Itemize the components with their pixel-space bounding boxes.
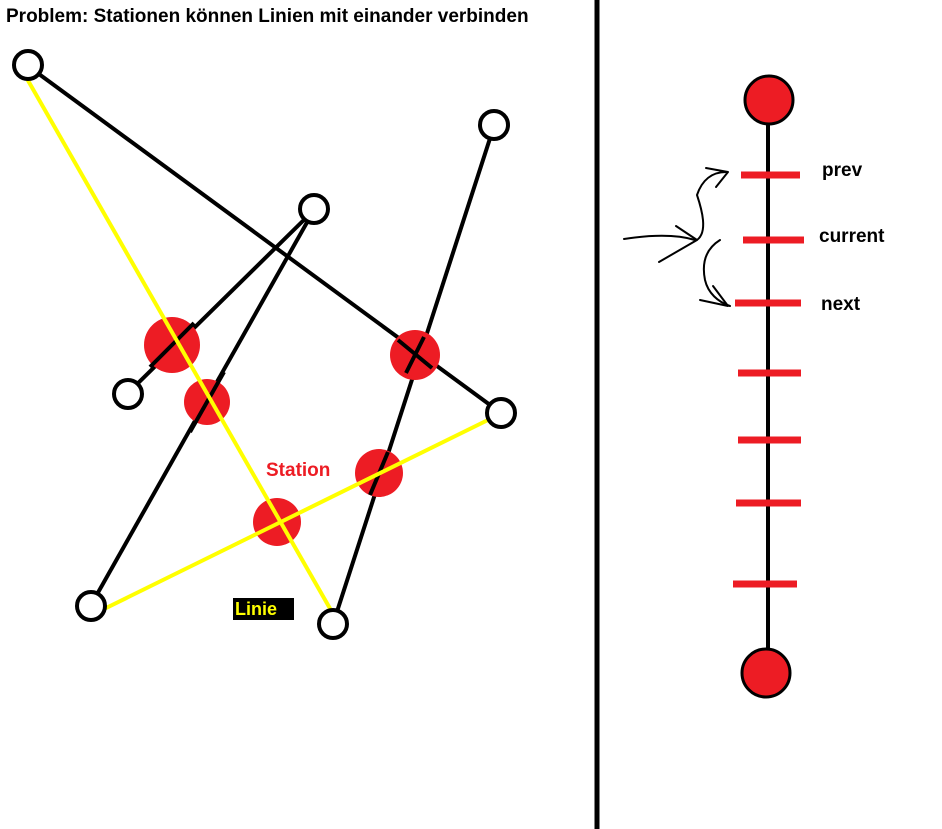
crossing-stroke [188, 371, 226, 433]
station-label: Station [266, 460, 331, 481]
endpoint-circle [75, 590, 107, 622]
current-label: current [819, 226, 885, 247]
endpoint-circle [12, 49, 44, 81]
endpoint-circle [485, 397, 517, 429]
next-label: next [821, 294, 861, 315]
page-title: Problem: Stationen können Linien mit ein… [6, 6, 529, 27]
crossing-stroke [148, 321, 196, 369]
route-end-circle [740, 647, 792, 699]
endpoint-circle [478, 109, 510, 141]
arrow-left-head [658, 225, 698, 263]
route-start-circle [743, 74, 795, 126]
line-yellow-2 [99, 416, 493, 613]
route-ticks [733, 171, 804, 588]
arrows [623, 167, 731, 307]
endpoint-circle [317, 608, 349, 640]
crossing-stroke [404, 336, 426, 374]
brace-up-head [705, 167, 729, 188]
arrow-left [623, 234, 696, 241]
brace-down [702, 239, 731, 307]
yellow-lines [20, 69, 493, 613]
endpoints [12, 49, 517, 640]
line-yellow-1 [20, 69, 334, 613]
brace-up [696, 171, 727, 241]
brace-down-head [699, 285, 729, 307]
linie-label: Linie [233, 598, 294, 620]
prev-label: prev [822, 160, 863, 181]
station-crossings [148, 321, 434, 496]
endpoint-circle [112, 378, 144, 410]
endpoint-circle [298, 193, 330, 225]
